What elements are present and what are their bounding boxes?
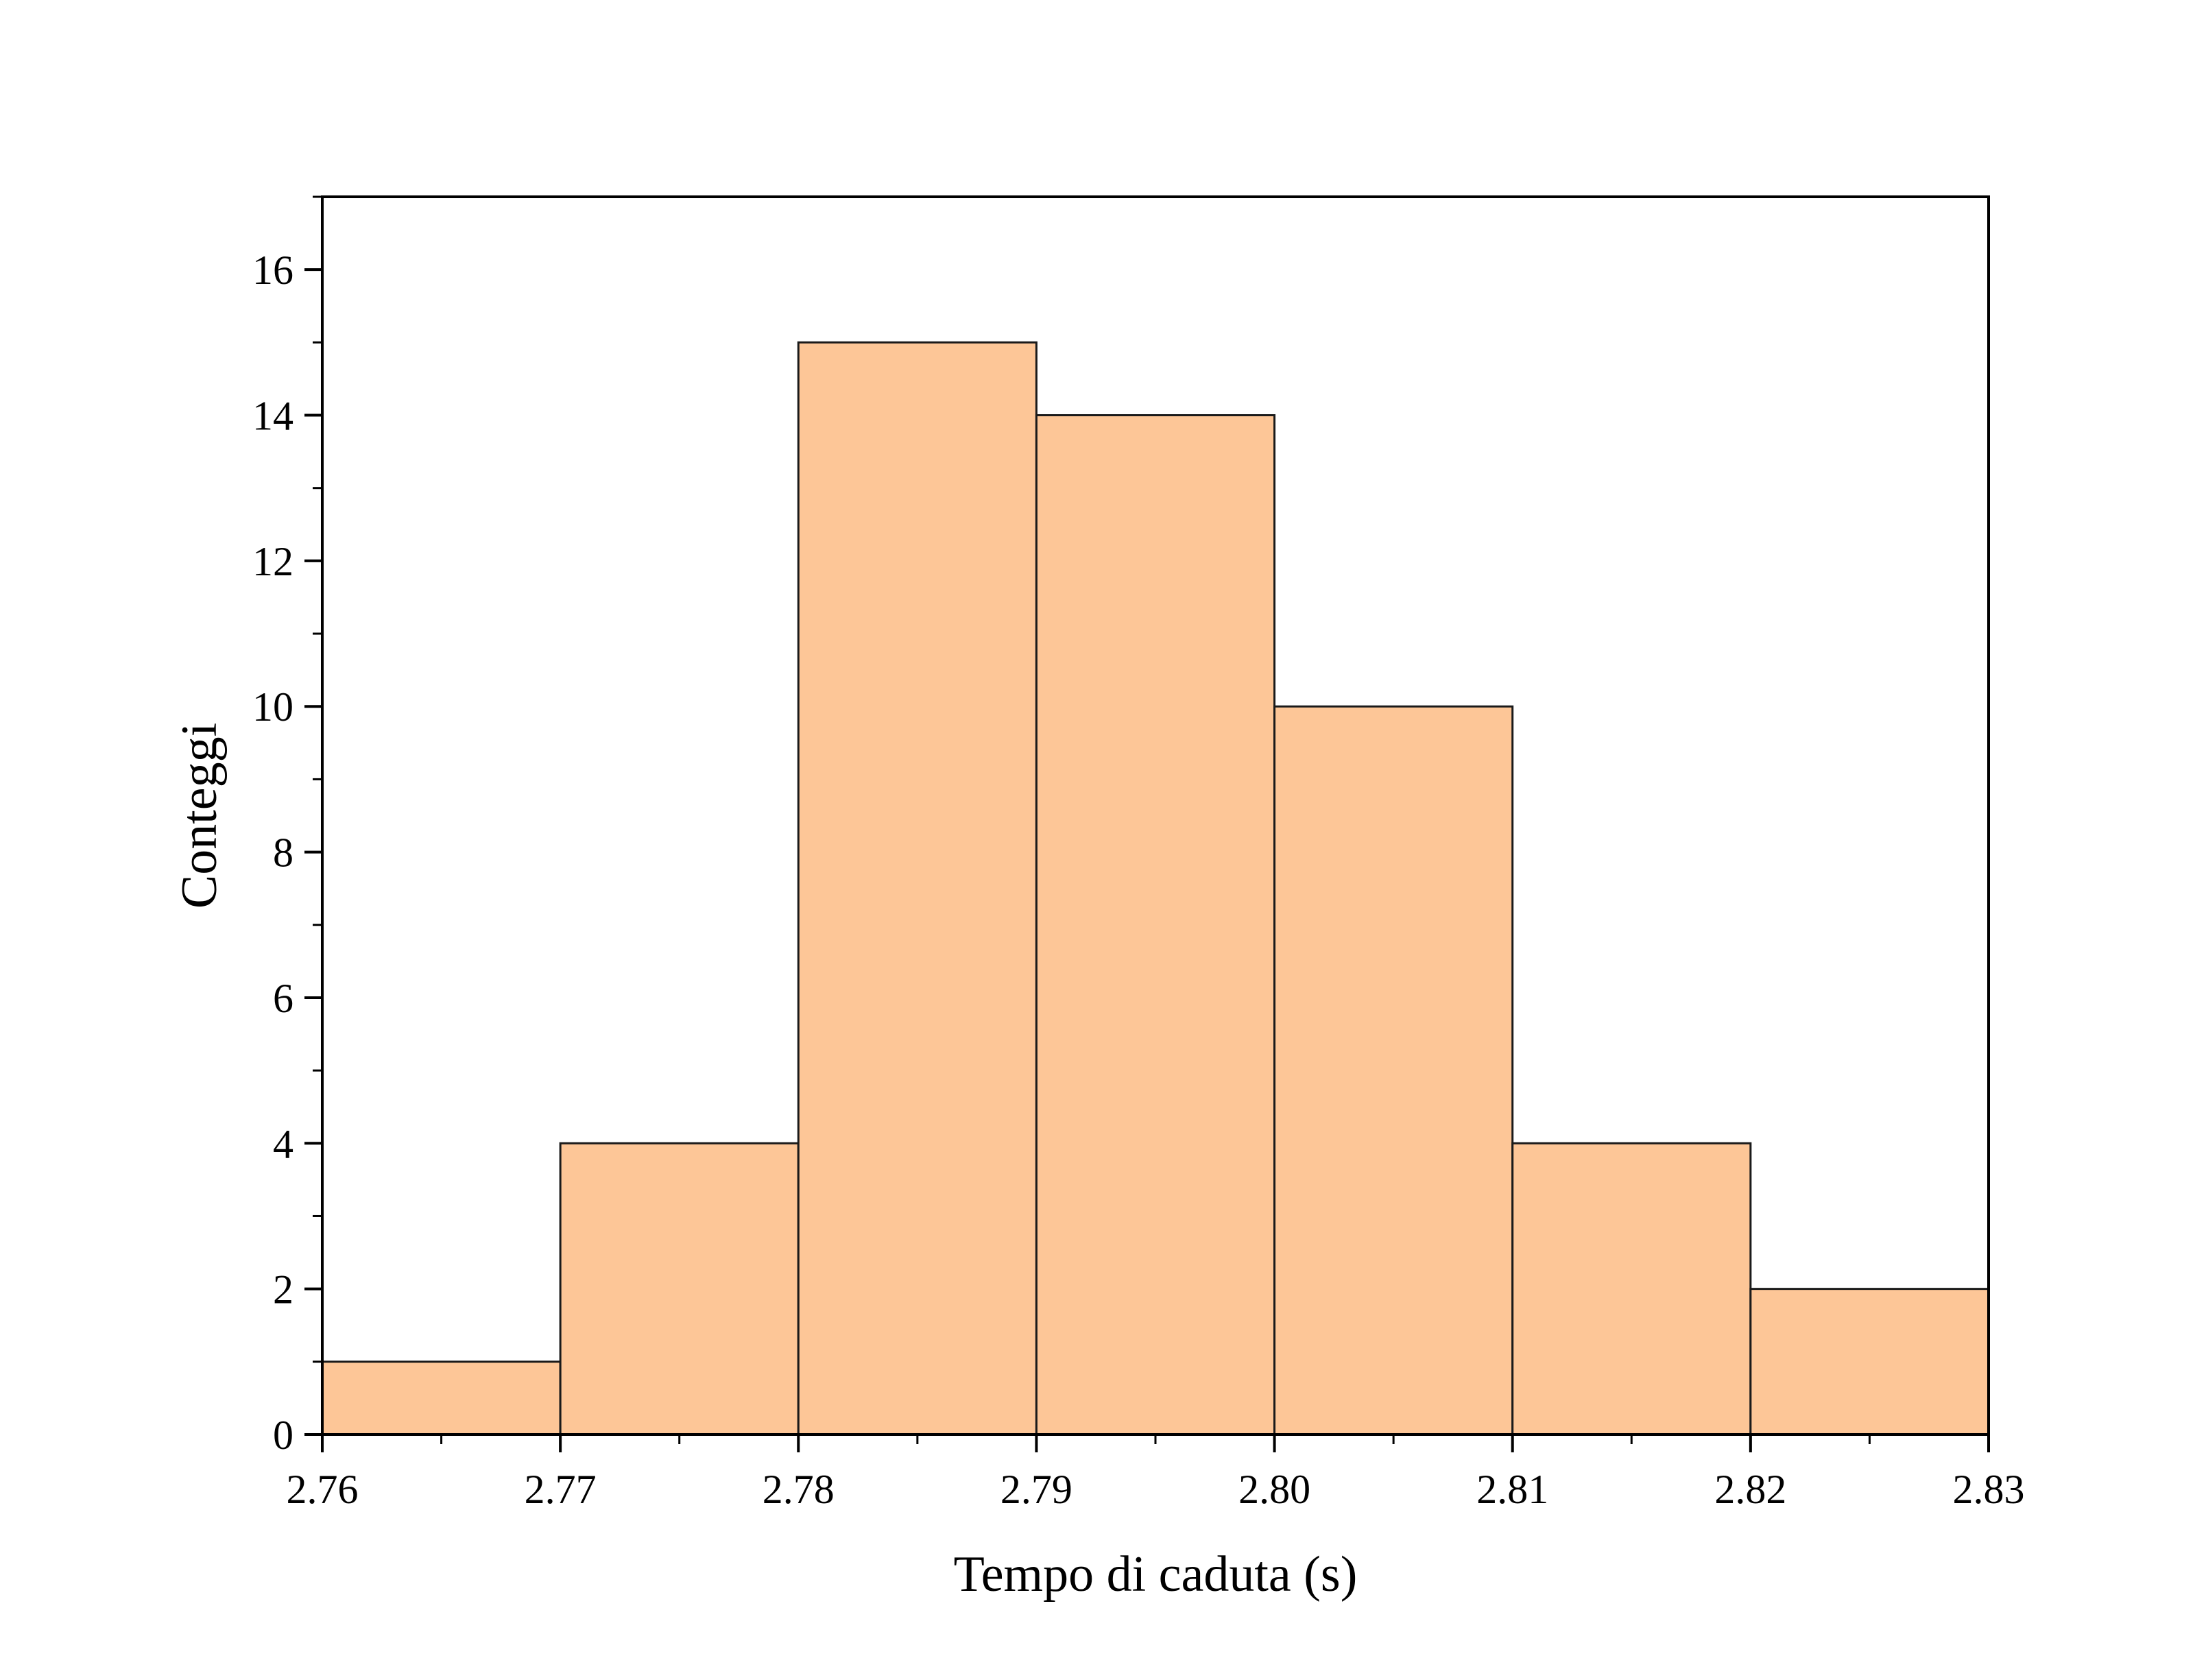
- minor-ticks-group: [313, 195, 1871, 1444]
- x-tick-label: 2.80: [1238, 1467, 1310, 1512]
- y-axis-title: Conteggi: [171, 723, 228, 909]
- x-axis-title: Tempo di caduta (s): [954, 1546, 1358, 1603]
- y-tick-label: 16: [252, 248, 293, 293]
- x-tick-label: 2.76: [287, 1467, 359, 1512]
- y-tick-label: 2: [273, 1267, 293, 1312]
- x-tick-label: 2.78: [763, 1467, 835, 1512]
- plot-frame: [321, 195, 1990, 1436]
- x-tick-label: 2.82: [1714, 1467, 1786, 1512]
- histogram-bar: [1749, 1288, 1990, 1436]
- y-tick-label: 8: [273, 830, 293, 876]
- histogram-bar: [321, 1360, 562, 1436]
- histogram-bar: [1035, 414, 1276, 1436]
- x-tick-label: 2.83: [1953, 1467, 2025, 1512]
- histogram-bar: [797, 341, 1037, 1436]
- y-tick-label: 10: [252, 684, 293, 730]
- x-tick-label: 2.79: [1000, 1467, 1072, 1512]
- y-tick-label: 4: [273, 1121, 293, 1166]
- histogram-bar: [1273, 705, 1514, 1436]
- x-tick-label: 2.81: [1476, 1467, 1548, 1512]
- y-tick-label: 6: [273, 976, 293, 1021]
- y-tick-label: 0: [273, 1413, 293, 1458]
- y-tick-label: 14: [252, 394, 293, 439]
- histogram-bar: [559, 1142, 800, 1436]
- x-tick-label: 2.77: [525, 1467, 597, 1512]
- histogram-bar: [1511, 1142, 1752, 1436]
- x-tick-labels: 2.76 2.77 2.78 2.79 2.80 2.81 2.82 2.83: [287, 1467, 2025, 1512]
- major-ticks-group: [304, 268, 1990, 1452]
- y-tick-labels: 0 2 4 6 8 10 12 14 16: [252, 248, 293, 1458]
- bars-group: [321, 341, 1990, 1436]
- y-tick-label: 12: [252, 539, 293, 584]
